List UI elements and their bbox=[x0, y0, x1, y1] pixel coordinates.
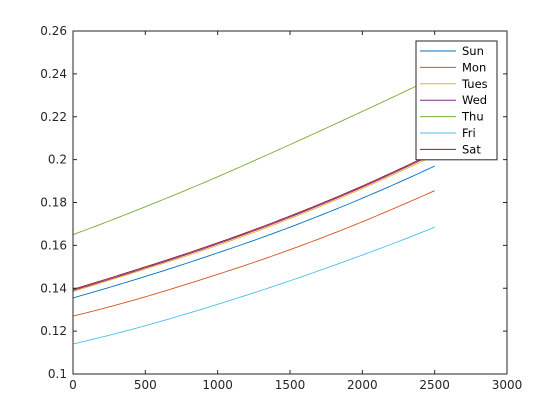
legend: Sun Mon Tues Wed Thu Fri Sat bbox=[415, 40, 498, 161]
x-tick-label: 2000 bbox=[347, 378, 378, 392]
legend-label-sun: Sun bbox=[462, 44, 484, 58]
series-line-sun bbox=[72, 165, 435, 299]
series-line-tues bbox=[72, 154, 435, 292]
y-tick-label: 0.26 bbox=[40, 24, 67, 38]
legend-label-fri: Fri bbox=[462, 126, 476, 140]
x-tick-label: 3000 bbox=[492, 378, 523, 392]
x-tick-label: 1500 bbox=[275, 378, 306, 392]
y-tick-label: 0.22 bbox=[40, 110, 67, 124]
y-tick-label: 0.12 bbox=[40, 324, 67, 338]
series-layer bbox=[72, 76, 435, 345]
y-tick-label: 0.24 bbox=[40, 67, 67, 81]
series-line-wed bbox=[72, 153, 435, 291]
series-line-fri bbox=[72, 226, 435, 345]
series-line-sat bbox=[72, 152, 435, 290]
x-tick-label: 1000 bbox=[202, 378, 233, 392]
y-tick-label: 0.1 bbox=[48, 367, 67, 381]
axes-layer: 0 500 1000 1500 2000 2500 3000 0.1 0.12 0.14 0.16 0… bbox=[40, 24, 522, 392]
x-tick-label: 2500 bbox=[419, 378, 450, 392]
series-line-mon bbox=[72, 190, 435, 317]
y-tick-label: 0.2 bbox=[48, 153, 67, 167]
x-tick-label: 500 bbox=[134, 378, 157, 392]
legend-label-mon: Mon bbox=[462, 60, 486, 74]
y-tick-label: 0.16 bbox=[40, 238, 67, 252]
legend-label-tues: Tues bbox=[461, 77, 488, 91]
legend-label-thu: Thu bbox=[461, 110, 484, 124]
legend-label-wed: Wed bbox=[462, 93, 487, 107]
x-tick-label: 0 bbox=[69, 378, 77, 392]
y-tick-label: 0.18 bbox=[40, 196, 67, 210]
legend-label-sat: Sat bbox=[462, 142, 481, 156]
series-line-thu bbox=[72, 76, 435, 236]
y-tick-label: 0.14 bbox=[40, 281, 67, 295]
